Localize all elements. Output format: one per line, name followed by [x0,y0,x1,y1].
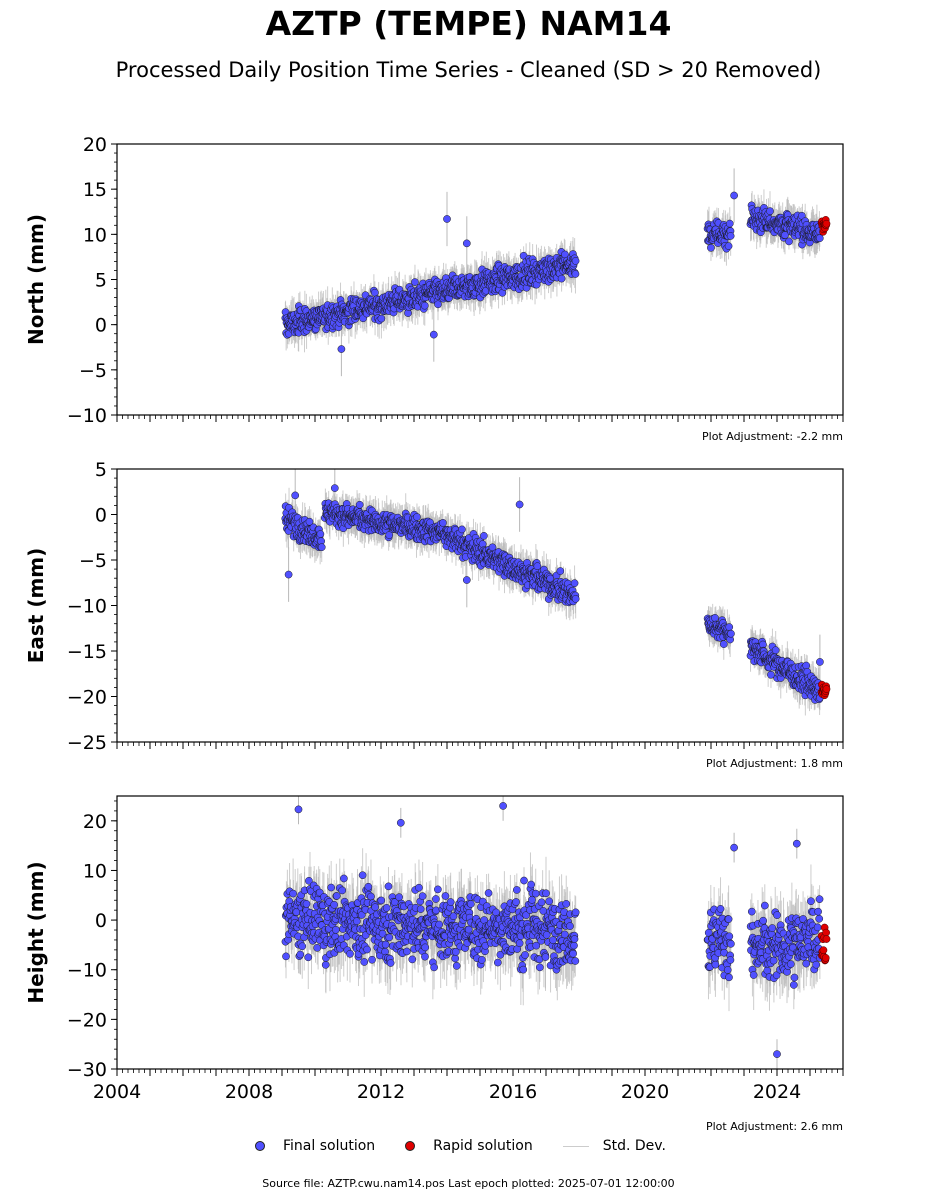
final-solution-point [462,239,471,248]
final-solution-point [330,484,339,492]
final-solution-point [726,232,735,240]
y-tick-label: 20 [83,134,107,156]
final-solution-point [515,500,524,509]
rapid-solution-point [822,219,831,228]
final-solution-point [707,243,715,252]
axes-frame [116,468,844,743]
plot-adjustment-note: Plot Adjustment: 1.8 mm [706,757,843,770]
y-tick-label: −5 [79,550,107,572]
final-solution-point [771,646,780,655]
final-solution-point [802,661,811,670]
final-solution-point [571,594,580,603]
final-solution-point [413,513,421,521]
final-solution-point [458,525,466,534]
final-solution-point [385,531,394,539]
final-solution-point [533,562,542,571]
y-tick-label: −5 [79,360,107,382]
final-solution-point [725,219,734,228]
final-solution-point [816,658,824,666]
final-solution-point [443,215,451,223]
y-tick-label: 10 [83,224,107,246]
final-solution-point [570,579,579,588]
final-solution-point [556,567,565,575]
final-solution-point [730,191,738,200]
final-solution-point [767,670,775,679]
final-solution-point [377,314,386,323]
final-solution-point [439,519,447,527]
final-solution-point [411,278,419,286]
plot-adjustment-note: Plot Adjustment: -2.2 mm [702,430,843,443]
final-solution-point [434,300,442,309]
final-solution-point [420,301,429,310]
final-solution-point [284,570,293,579]
final-solution-point [480,532,488,540]
final-solution-point [370,288,379,297]
final-solution-point [291,491,300,500]
y-axis-label: East (mm) [24,548,48,664]
final-solution-point [725,623,734,631]
rapid-solution-point [822,685,831,693]
final-solution-point [815,234,824,243]
panel-1: −25 −20 −15 −10 −5 0 5 East (mm) Plot Adjustment… [24,459,844,770]
final-solution-point [785,237,793,246]
final-solution-point [316,530,325,538]
data-points [281,484,831,704]
final-solution-point [727,629,735,638]
panel-0: −10 −5 0 5 10 15 20 North (mm) Plot Adjustment: … [24,134,844,443]
y-tick-label: −10 [67,405,107,427]
final-solution-point [781,231,789,239]
final-solution-point [337,345,346,353]
final-solution-point [571,270,580,278]
final-solution-point [724,242,733,250]
y-tick-label: −15 [67,641,107,663]
y-axis-label: North (mm) [24,214,48,345]
y-tick-label: −10 [67,596,107,618]
y-tick-label: 15 [83,179,107,201]
final-solution-point [305,517,314,526]
y-tick-label: 5 [95,459,107,481]
page-subtitle: Processed Daily Position Time Series - C… [115,58,822,82]
final-solution-point [719,640,728,648]
y-tick-label: −25 [67,732,107,754]
y-tick-label: 0 [95,505,107,527]
data-points [281,191,831,353]
final-solution-point [766,207,774,215]
final-solution-point [711,614,719,622]
final-solution-point [462,576,471,584]
y-tick-label: 0 [95,315,107,337]
y-tick-label: 5 [95,270,107,292]
final-solution-point [557,274,566,283]
final-solution-point [571,257,580,265]
final-solution-point [317,543,326,552]
final-solution-point [429,330,438,339]
final-solution-point [355,500,364,509]
page-title: AZTP (TEMPE) NAM14 [265,4,672,43]
y-tick-label: −20 [67,687,107,709]
